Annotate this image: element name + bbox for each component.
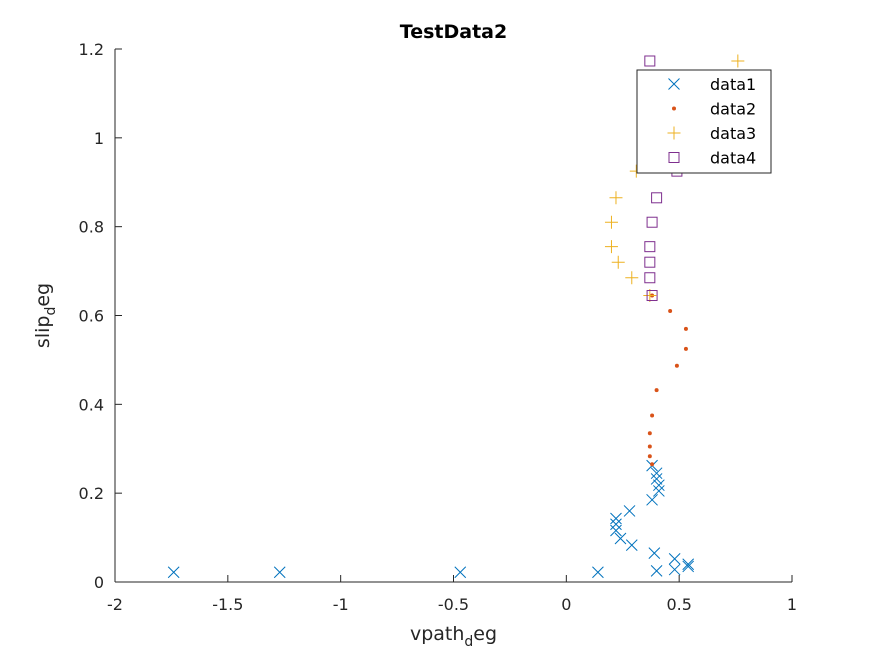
data2-point <box>654 388 659 393</box>
data3-point <box>643 289 657 303</box>
x-axis-label-main: vpath <box>410 623 464 645</box>
data2-point <box>683 326 688 331</box>
legend-marker-data1 <box>668 78 680 90</box>
data3-point <box>731 54 745 68</box>
data2-point <box>650 413 655 418</box>
legend-label: data4 <box>710 149 756 168</box>
data1-point <box>592 566 604 579</box>
legend-box <box>636 69 772 174</box>
y-tick-label: 0.6 <box>79 307 104 326</box>
data1-point <box>273 566 286 579</box>
data2-point <box>683 346 688 351</box>
data-markers <box>167 54 745 579</box>
y-tick-label: 1 <box>94 129 104 148</box>
legend-label: data1 <box>710 75 756 94</box>
data1-point <box>668 563 681 576</box>
y-axis-label-sub: d <box>43 307 59 316</box>
data3-point <box>604 215 618 229</box>
data4-point <box>644 55 656 67</box>
data4-point <box>644 272 656 284</box>
data3-point <box>604 240 618 254</box>
x-tick-label: -2 <box>107 595 123 614</box>
y-tick-label: 1.2 <box>79 40 104 59</box>
data1-point <box>610 512 622 525</box>
x-tick-label: -1 <box>333 595 349 614</box>
x-tick-label: 1 <box>787 595 797 614</box>
data1-point <box>614 532 627 545</box>
data3-point <box>611 255 625 269</box>
data1-point <box>646 493 658 506</box>
x-axis-label: vpathdeg <box>410 623 497 650</box>
data1-point <box>610 524 622 537</box>
x-axis-label-rest: eg <box>473 623 497 645</box>
series-data3 <box>604 54 745 303</box>
data4-point <box>646 290 658 302</box>
legend-marker-data3 <box>667 126 681 140</box>
series-data2 <box>647 293 688 467</box>
data1-point <box>650 565 663 577</box>
data4-point <box>644 256 656 268</box>
legend-marker-data2 <box>672 106 676 111</box>
legend-marker-data4 <box>668 152 680 163</box>
y-axis-label-main: slip <box>32 316 54 349</box>
y-tick-label: 0 <box>94 573 104 592</box>
y-tick-label: 0.2 <box>79 484 104 503</box>
legend-label: data3 <box>710 124 756 143</box>
data2-point <box>647 431 652 436</box>
x-tick-label: -0.5 <box>438 595 469 614</box>
data2-point <box>668 309 673 314</box>
x-tick-label: 0.5 <box>666 595 691 614</box>
data2-point <box>650 462 655 467</box>
data1-point <box>650 467 663 480</box>
series-data4 <box>644 55 683 302</box>
data1-point <box>682 558 695 571</box>
y-tick-label: 0.4 <box>79 395 104 414</box>
data4-point <box>651 192 663 204</box>
legend-item-data4: data4 <box>668 149 756 168</box>
data1-point <box>625 539 638 551</box>
data1-point <box>650 473 663 485</box>
data1-point <box>653 485 665 497</box>
data3-point <box>625 271 639 285</box>
data1-point <box>623 505 636 517</box>
y-tick-label: 0.8 <box>79 218 104 237</box>
data1-point <box>648 547 661 559</box>
chart-title: TestData2 <box>400 21 507 43</box>
data3-point <box>609 191 623 205</box>
x-tick-label: 0 <box>561 595 571 614</box>
x-tick-label: -1.5 <box>212 595 243 614</box>
legend: data1 data2 data3 data4 <box>636 69 772 174</box>
data1-point <box>682 560 695 573</box>
data2-point <box>674 363 679 368</box>
data1-point <box>668 553 681 565</box>
data4-point <box>646 216 658 228</box>
legend-item-data1: data1 <box>668 75 756 94</box>
x-axis-label-sub: d <box>464 634 473 650</box>
axis-ticks: -2 -1.5 -1 -0.5 0 0.5 1 0 0.2 0.4 0.6 0.8 1 1.2 <box>79 40 798 614</box>
data1-point <box>653 479 665 492</box>
legend-item-data2: data2 <box>672 100 756 119</box>
data2-point <box>647 454 652 459</box>
data1-point <box>454 566 467 579</box>
series-data1 <box>167 459 695 579</box>
y-axis-label-rest: eg <box>32 283 54 307</box>
legend-item-data3: data3 <box>667 124 756 143</box>
data1-point <box>610 518 622 531</box>
y-axis-label: slipdeg <box>32 283 59 348</box>
data2-point <box>647 444 652 449</box>
legend-label: data2 <box>710 100 756 119</box>
data4-point <box>644 241 656 253</box>
data1-point <box>167 566 180 579</box>
